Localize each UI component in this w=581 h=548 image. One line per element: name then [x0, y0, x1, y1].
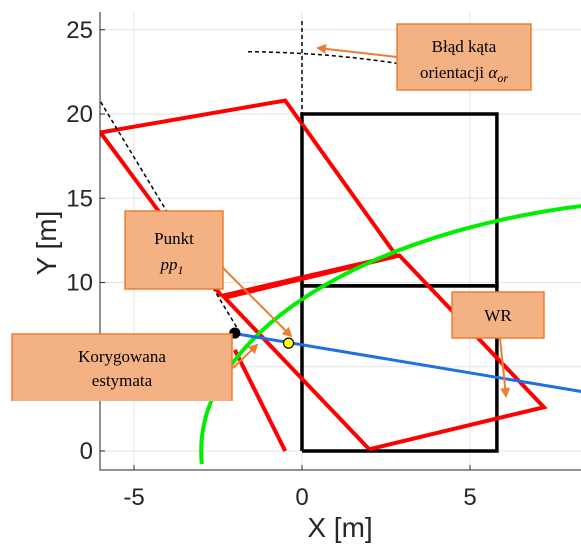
- callout-korygowana-line2: estymata: [92, 371, 153, 390]
- red-rectangle: [220, 253, 548, 452]
- red-edge: [233, 349, 287, 452]
- red-rectangles: [100, 98, 548, 452]
- callout-blad-sub: or: [497, 71, 508, 85]
- callout-blad-arrow: [316, 43, 398, 58]
- x-tick-label: -5: [123, 484, 144, 511]
- x-tick-label: 5: [463, 484, 476, 511]
- y-tick-label: 20: [66, 101, 93, 128]
- callout-korygowana-box: [11, 333, 233, 401]
- blue-line: [231, 331, 581, 393]
- callout-punkt-line2: pp1: [160, 255, 184, 277]
- callout-korygowana: Korygowana estymata: [11, 333, 233, 401]
- callout-punkt: Punkt pp1: [124, 210, 293, 338]
- callout-blad-line2-main: orientacji: [420, 63, 488, 82]
- callout-blad-alpha: α: [488, 63, 498, 82]
- callout-wr-arrow: [499, 337, 511, 398]
- red-rectangle: [100, 98, 400, 298]
- y-tick-label: 15: [66, 185, 93, 212]
- axes-frame: [99, 12, 581, 471]
- y-tick-label: 10: [66, 270, 93, 297]
- dashed-angle-arc: [245, 50, 399, 65]
- callout-blad-line1: Błąd kąta: [432, 37, 497, 56]
- callout-blad-line2: orientacji αor: [420, 63, 508, 85]
- x-axis-label: X [m]: [307, 512, 372, 543]
- callout-punkt-sub: 1: [178, 263, 184, 277]
- callout-wr-text: WR: [484, 306, 512, 325]
- y-tick-label: 25: [66, 17, 93, 44]
- callout-wr-box: [451, 291, 545, 339]
- callout-korygowana-line1: Korygowana: [78, 347, 166, 366]
- point-pp1: [282, 337, 295, 349]
- callout-punkt-box: [124, 210, 224, 290]
- callout-punkt-pp: pp: [160, 255, 178, 274]
- callout-punkt-arrow: [222, 267, 293, 338]
- callout-punkt-line1: Punkt: [154, 229, 194, 248]
- y-axis-label: Y [m]: [31, 211, 62, 276]
- y-tick-label: 0: [80, 438, 93, 465]
- callout-wr: WR: [451, 291, 545, 398]
- callout-blad-box: [396, 23, 532, 91]
- x-tick-label: 0: [295, 484, 308, 511]
- callout-korygowana-arrow: [232, 343, 259, 369]
- callout-blad-kata: Błąd kąta orientacji αor: [316, 23, 532, 91]
